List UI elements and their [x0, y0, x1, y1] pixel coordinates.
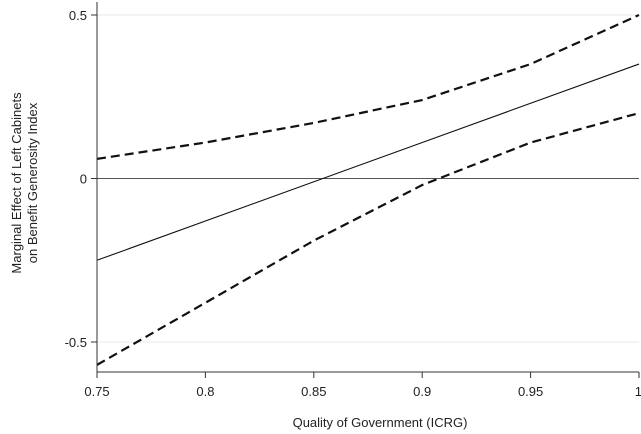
marginal-effect-line-0: [96, 63, 640, 261]
x-tick-label-1: 0.8: [196, 384, 214, 399]
y-tick-label-2: 0.5: [69, 8, 87, 23]
x-tick-label-0: 0.75: [84, 384, 109, 399]
y-axis-title-line-1: on Benefit Generosity Index: [25, 102, 40, 263]
y-axis-title: Marginal Effect of Left Cabinets on Benef…: [9, 92, 40, 274]
x-axis-ticks: 0.75 0.8 0.85 0.9 0.95 1: [84, 372, 641, 399]
confidence-bound-line-2: [96, 112, 640, 366]
x-tick-label-5: 1: [635, 384, 641, 399]
y-axis-ticks: -0.5 0 0.5: [65, 8, 97, 350]
x-tick-label-4: 0.95: [518, 384, 543, 399]
confidence-bound-line-1: [96, 13, 640, 160]
x-tick-label-3: 0.9: [413, 384, 431, 399]
x-axis-title: Quality of Government (ICRG): [293, 415, 468, 430]
y-axis-title-line-0: Marginal Effect of Left Cabinets: [9, 92, 24, 274]
x-tick-label-2: 0.85: [301, 384, 326, 399]
y-tick-label-1: 0: [80, 172, 87, 187]
y-tick-label-0: -0.5: [65, 335, 87, 350]
series-lines: [96, 13, 640, 366]
